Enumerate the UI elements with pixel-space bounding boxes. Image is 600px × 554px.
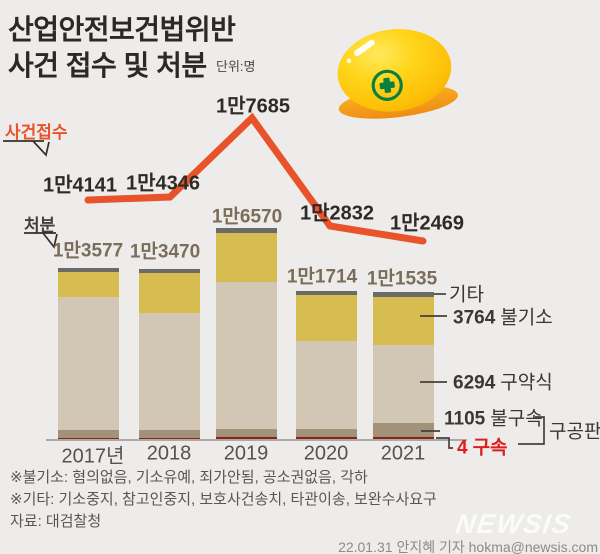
legend-value: 1105	[444, 408, 486, 430]
bar-segment-2018-기타	[139, 269, 200, 273]
helmet-highlight	[354, 39, 375, 56]
year-label-2017: 2017년	[61, 445, 125, 468]
legend-item-gusok: 4 구속	[457, 433, 508, 460]
line-value-2019: 1만7685	[215, 95, 291, 118]
bar-segment-2017년-구속	[58, 438, 119, 439]
legend-label: 구속	[472, 437, 508, 459]
legend-connectors	[420, 293, 545, 449]
bar-segment-2018-구약식	[139, 313, 200, 430]
bar-segment-2019-불기소	[216, 233, 277, 282]
legend-label: 불기소	[500, 307, 553, 329]
bar-segment-2021-구속	[373, 437, 434, 439]
bar-segment-2019-불구속	[216, 429, 277, 437]
legend-value: 4	[457, 437, 468, 459]
footnote-bulgiso: ※불기소: 혐의없음, 기소유예, 죄가안됨, 공소권없음, 각하	[10, 469, 368, 486]
helmet-highlight-dot	[346, 58, 352, 64]
bar-segment-2019-기타	[216, 228, 277, 233]
line-value-2017: 1만4141	[42, 174, 118, 197]
legend-item-bulgusok: 1105 불구속	[444, 404, 543, 431]
bar-segment-2018-불구속	[139, 430, 200, 438]
bar-value-2018: 1만3470	[129, 241, 201, 263]
legend-value: 3764	[453, 307, 496, 329]
line-series-callout-pointer	[3, 140, 50, 157]
unit-label: 단위:명	[216, 59, 256, 74]
source-label: 자료: 대검찰청	[10, 513, 102, 530]
bar-segment-2017년-불기소	[58, 272, 119, 297]
chart-series-layer	[58, 112, 434, 439]
year-label-2018: 2018	[146, 442, 192, 465]
year-label-2019: 2019	[223, 442, 269, 465]
connector-gusok	[436, 437, 453, 449]
bar-segment-2021-불구속	[373, 423, 434, 437]
legend-item-gita: 기타	[449, 280, 484, 307]
bar-segment-2020-구약식	[296, 341, 357, 429]
bar-segment-2021-기타	[373, 292, 434, 297]
credit-line: 22.01.31 안지혜 기자 hokma@newsis.com	[338, 539, 598, 554]
bar-value-2017: 1만3577	[52, 240, 124, 262]
legend-group-gugongpan: 구공판	[549, 417, 600, 444]
bar-series-label: 처분	[24, 216, 56, 235]
bar-segment-2019-구약식	[216, 282, 277, 429]
bar-segment-2017년-구약식	[58, 297, 119, 430]
legend-item-bulgiso: 3764 불기소	[453, 303, 553, 330]
line-value-2018: 1만4346	[125, 172, 201, 195]
bar-segment-2017년-기타	[58, 268, 119, 272]
bar-segment-2020-구속	[296, 437, 357, 439]
bar-segment-2019-구속	[216, 437, 277, 439]
page-title-line1: 산업안전보건법위반	[8, 14, 236, 45]
year-label-2021: 2021	[380, 442, 426, 465]
bar-value-2019: 1만6570	[211, 206, 283, 228]
legend-label: 기타	[449, 284, 484, 306]
legend-label: 불구속	[490, 408, 543, 430]
line-value-2021: 1만2469	[389, 212, 465, 235]
line-series-path	[84, 112, 427, 245]
line-series-label: 사건접수	[5, 123, 68, 142]
bar-value-2021: 1만1535	[366, 268, 438, 290]
safety-helmet-icon	[337, 29, 458, 119]
legend-label: 구약식	[500, 372, 553, 394]
newsis-logo: NEWSIS	[453, 509, 574, 539]
bar-segment-2020-불구속	[296, 429, 357, 437]
legend-item-guyaksik: 6294 구약식	[453, 368, 553, 395]
bar-series-callout-pointer	[24, 232, 58, 249]
footnote-gita: ※기타: 기소중지, 참고인중지, 보호사건송치, 타관이송, 보완수사요구	[10, 491, 437, 508]
page-title-line2: 사건 접수 및 처분	[8, 50, 207, 81]
bar-segment-2018-불기소	[139, 273, 200, 313]
line-value-2020: 1만2832	[299, 202, 375, 225]
legend-value: 6294	[453, 372, 496, 394]
year-label-2020: 2020	[303, 442, 349, 465]
bar-segment-2020-기타	[296, 291, 357, 295]
legend-label: 구공판	[549, 421, 600, 443]
bar-segment-2018-구속	[139, 438, 200, 439]
bar-segment-2021-불기소	[373, 297, 434, 345]
gugongpan-bracket	[518, 416, 545, 445]
bar-value-2020: 1만1714	[286, 266, 358, 288]
bar-segment-2020-불기소	[296, 295, 357, 341]
bar-segment-2021-구약식	[373, 345, 434, 423]
cross-v	[383, 77, 392, 94]
green-cross-icon	[371, 69, 403, 101]
bar-segment-2017년-불구속	[58, 430, 119, 438]
